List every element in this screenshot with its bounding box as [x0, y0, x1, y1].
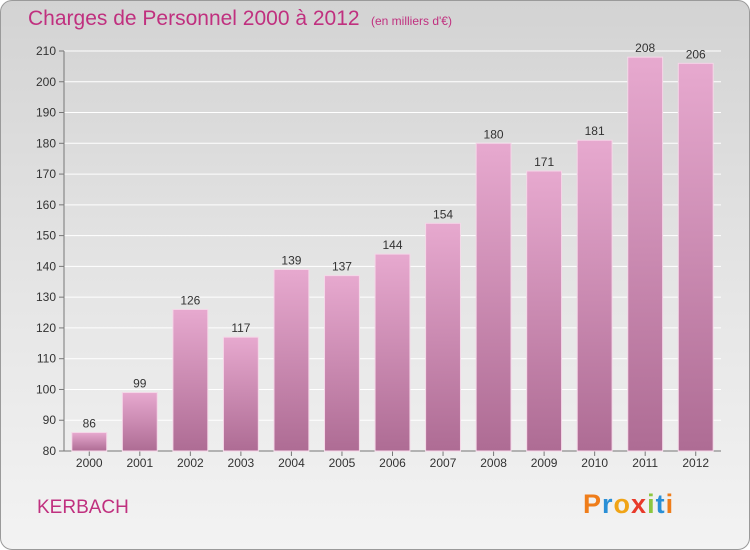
x-tick-label: 2010 — [581, 456, 608, 470]
y-tick-label: 160 — [36, 198, 56, 212]
bar — [374, 253, 411, 452]
x-tick-label: 2011 — [632, 456, 658, 470]
bar — [475, 142, 512, 452]
y-tick-label: 190 — [36, 106, 56, 120]
bar — [526, 170, 563, 452]
bar-value-label: 144 — [382, 238, 402, 252]
chart-title: Charges de Personnel 2000 à 2012 — [28, 7, 360, 30]
bar — [121, 392, 158, 452]
y-tick-label: 110 — [37, 352, 56, 366]
bar-value-label: 171 — [534, 155, 554, 169]
bar-value-label: 154 — [433, 207, 453, 221]
logo-letter: x — [631, 489, 648, 519]
bar — [324, 275, 360, 452]
bar-value-label: 86 — [83, 417, 97, 431]
bar — [273, 268, 310, 452]
bar — [71, 432, 108, 452]
logo-letter: P — [583, 489, 603, 519]
y-tick-label: 200 — [36, 75, 56, 89]
y-tick-label: 120 — [36, 321, 56, 335]
y-tick-label: 150 — [36, 229, 56, 243]
bar-value-label: 99 — [133, 377, 147, 391]
bar — [222, 336, 259, 452]
bar — [576, 139, 613, 452]
bar — [425, 222, 461, 452]
proxiti-logo[interactable]: Proxiti — [583, 489, 674, 520]
bar — [677, 62, 714, 452]
y-tick-label: 140 — [36, 259, 56, 273]
x-tick-label: 2002 — [177, 456, 204, 470]
logo-letter: i — [665, 489, 675, 519]
y-tick-label: 180 — [36, 136, 56, 150]
chart-subtitle: (en milliers d'€) — [371, 14, 452, 28]
logo-letter: i — [647, 489, 656, 519]
logo-letter: t — [655, 489, 666, 519]
x-tick-label: 2005 — [329, 456, 356, 470]
bar-value-label: 180 — [484, 127, 504, 141]
bar-value-label: 208 — [635, 41, 655, 55]
y-tick-label: 130 — [36, 290, 56, 304]
x-tick-label: 2008 — [480, 456, 507, 470]
bar-value-label: 117 — [231, 321, 250, 335]
bar — [627, 56, 664, 452]
x-tick-label: 2001 — [126, 456, 153, 470]
commune-name: KERBACH — [37, 497, 129, 518]
bar-value-label: 137 — [332, 260, 352, 274]
y-tick-label: 80 — [43, 444, 57, 458]
x-tick-label: 2006 — [379, 456, 406, 470]
x-tick-label: 2009 — [531, 456, 558, 470]
y-tick-label: 90 — [43, 413, 57, 427]
logo-letter: o — [613, 489, 632, 519]
bar — [172, 308, 209, 452]
y-tick-label: 210 — [36, 44, 56, 58]
bar-value-label: 126 — [180, 293, 200, 307]
x-tick-label: 2003 — [228, 456, 255, 470]
y-tick-label: 170 — [36, 167, 56, 181]
y-tick-label: 100 — [36, 382, 56, 396]
bar-value-label: 181 — [585, 124, 605, 138]
bar-value-label: 139 — [281, 253, 301, 267]
x-tick-label: 2012 — [682, 456, 709, 470]
bar-value-label: 206 — [686, 47, 706, 61]
x-tick-label: 2007 — [430, 456, 457, 470]
x-tick-label: 2004 — [278, 456, 305, 470]
x-tick-label: 2000 — [76, 456, 103, 470]
logo-letter: r — [602, 489, 614, 519]
